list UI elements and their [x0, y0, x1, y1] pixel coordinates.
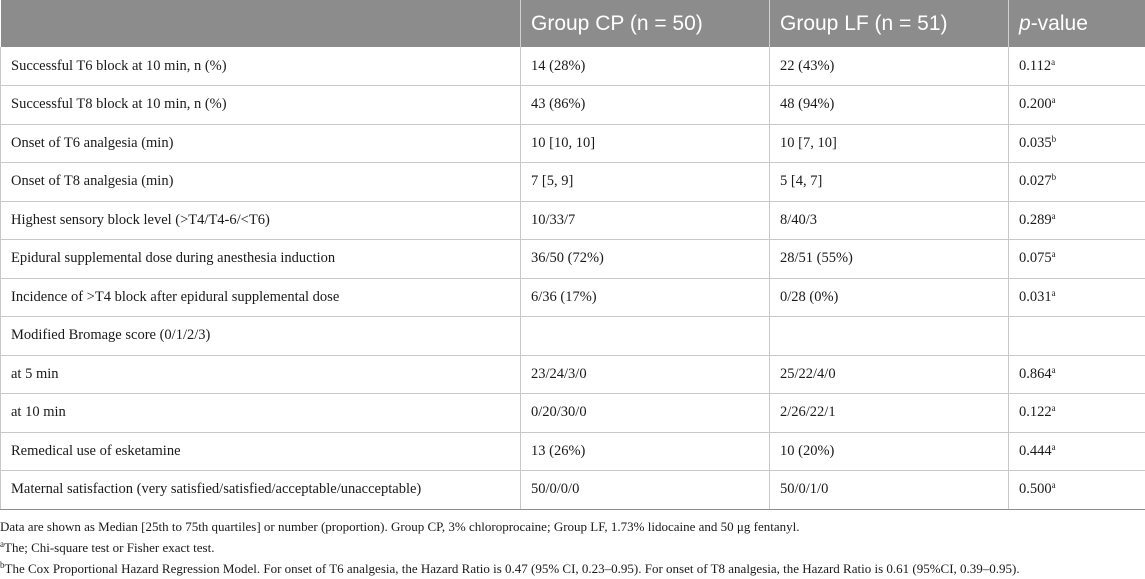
cell-group-cp: 36/50 (72%): [521, 240, 770, 279]
table-row: Modified Bromage score (0/1/2/3): [1, 317, 1145, 356]
row-label: Maternal satisfaction (very satisfied/sa…: [1, 471, 521, 510]
p-value-number: 0.200: [1019, 96, 1052, 112]
p-value-number: 0.864: [1019, 366, 1052, 382]
cell-group-cp: 13 (26%): [521, 432, 770, 471]
row-label: Onset of T8 analgesia (min): [1, 163, 521, 202]
cell-group-lf: [770, 317, 1009, 356]
p-value-number: 0.075: [1019, 250, 1052, 266]
cell-group-lf: 22 (43%): [770, 47, 1009, 86]
cell-p-value: 0.035b: [1009, 124, 1145, 163]
header-p-rest: -value: [1031, 12, 1088, 35]
cell-p-value: 0.075a: [1009, 240, 1145, 279]
footnote-a: aThe; Chi-square test or Fisher exact te…: [0, 537, 1145, 558]
header-group-lf: Group LF (n = 51): [770, 0, 1009, 47]
cell-p-value: 0.444a: [1009, 432, 1145, 471]
p-value-footnote-mark: a: [1052, 95, 1056, 105]
row-label: Remedical use of esketamine: [1, 432, 521, 471]
results-table: Group CP (n = 50) Group LF (n = 51) p-va…: [0, 0, 1145, 510]
cell-group-lf: 10 (20%): [770, 432, 1009, 471]
p-value-footnote-mark: b: [1052, 172, 1057, 182]
cell-group-cp: 50/0/0/0: [521, 471, 770, 510]
p-value-footnote-mark: a: [1052, 442, 1056, 452]
cell-group-cp: 10 [10, 10]: [521, 124, 770, 163]
footnote-a-text: The; Chi-square test or Fisher exact tes…: [4, 540, 214, 555]
p-value-footnote-mark: a: [1052, 403, 1056, 413]
row-label: Incidence of >T4 block after epidural su…: [1, 278, 521, 317]
header-p-value: p-value: [1009, 0, 1145, 47]
cell-group-cp: 0/20/30/0: [521, 394, 770, 433]
row-label: Successful T8 block at 10 min, n (%): [1, 86, 521, 125]
table-row: Successful T6 block at 10 min, n (%)14 (…: [1, 47, 1145, 86]
table-row: Maternal satisfaction (very satisfied/sa…: [1, 471, 1145, 510]
cell-group-cp: 14 (28%): [521, 47, 770, 86]
p-value-number: 0.289: [1019, 212, 1052, 228]
table-row: Successful T8 block at 10 min, n (%)43 (…: [1, 86, 1145, 125]
cell-p-value: 0.112a: [1009, 47, 1145, 86]
table-footnotes: Data are shown as Median [25th to 75th q…: [0, 510, 1145, 579]
table-row: Incidence of >T4 block after epidural su…: [1, 278, 1145, 317]
cell-p-value: 0.500a: [1009, 471, 1145, 510]
cell-p-value: 0.031a: [1009, 278, 1145, 317]
p-value-footnote-mark: a: [1052, 480, 1056, 490]
cell-group-lf: 48 (94%): [770, 86, 1009, 125]
table-row: Epidural supplemental dose during anesth…: [1, 240, 1145, 279]
p-value-footnote-mark: a: [1052, 211, 1056, 221]
footnote-b-text: The Cox Proportional Hazard Regression M…: [5, 561, 1020, 576]
row-label: Epidural supplemental dose during anesth…: [1, 240, 521, 279]
footnote-main: Data are shown as Median [25th to 75th q…: [0, 516, 1145, 537]
cell-group-cp: 6/36 (17%): [521, 278, 770, 317]
header-variable: [1, 0, 521, 47]
table-row: Onset of T8 analgesia (min)7 [5, 9]5 [4,…: [1, 163, 1145, 202]
cell-group-cp: 7 [5, 9]: [521, 163, 770, 202]
header-p-italic: p: [1019, 12, 1031, 35]
cell-p-value: 0.864a: [1009, 355, 1145, 394]
cell-group-lf: 8/40/3: [770, 201, 1009, 240]
p-value-footnote-mark: a: [1052, 288, 1056, 298]
cell-group-lf: 28/51 (55%): [770, 240, 1009, 279]
p-value-footnote-mark: a: [1052, 365, 1056, 375]
table-row: Highest sensory block level (>T4/T4-6/<T…: [1, 201, 1145, 240]
p-value-number: 0.035: [1019, 135, 1052, 151]
cell-group-cp: 10/33/7: [521, 201, 770, 240]
row-label: Highest sensory block level (>T4/T4-6/<T…: [1, 201, 521, 240]
footnote-b: bThe Cox Proportional Hazard Regression …: [0, 558, 1145, 579]
cell-p-value: [1009, 317, 1145, 356]
cell-p-value: 0.122a: [1009, 394, 1145, 433]
p-value-footnote-mark: a: [1051, 57, 1055, 67]
cell-group-lf: 5 [4, 7]: [770, 163, 1009, 202]
header-group-cp: Group CP (n = 50): [521, 0, 770, 47]
cell-group-lf: 10 [7, 10]: [770, 124, 1009, 163]
cell-group-lf: 50/0/1/0: [770, 471, 1009, 510]
row-label: Onset of T6 analgesia (min): [1, 124, 521, 163]
p-value-number: 0.112: [1019, 58, 1051, 74]
table-row: Onset of T6 analgesia (min)10 [10, 10]10…: [1, 124, 1145, 163]
p-value-number: 0.444: [1019, 443, 1052, 459]
cell-group-lf: 0/28 (0%): [770, 278, 1009, 317]
cell-group-cp: 43 (86%): [521, 86, 770, 125]
cell-group-lf: 2/26/22/1: [770, 394, 1009, 433]
p-value-number: 0.500: [1019, 481, 1052, 497]
table-header-row: Group CP (n = 50) Group LF (n = 51) p-va…: [1, 0, 1145, 47]
p-value-number: 0.031: [1019, 289, 1052, 305]
row-label: Modified Bromage score (0/1/2/3): [1, 317, 521, 356]
row-label: at 10 min: [1, 394, 521, 433]
p-value-footnote-mark: b: [1052, 134, 1057, 144]
cell-group-cp: [521, 317, 770, 356]
cell-p-value: 0.289a: [1009, 201, 1145, 240]
row-label: Successful T6 block at 10 min, n (%): [1, 47, 521, 86]
p-value-number: 0.027: [1019, 173, 1052, 189]
p-value-footnote-mark: a: [1052, 249, 1056, 259]
cell-p-value: 0.200a: [1009, 86, 1145, 125]
p-value-number: 0.122: [1019, 404, 1052, 420]
cell-p-value: 0.027b: [1009, 163, 1145, 202]
row-label: at 5 min: [1, 355, 521, 394]
cell-group-cp: 23/24/3/0: [521, 355, 770, 394]
cell-group-lf: 25/22/4/0: [770, 355, 1009, 394]
